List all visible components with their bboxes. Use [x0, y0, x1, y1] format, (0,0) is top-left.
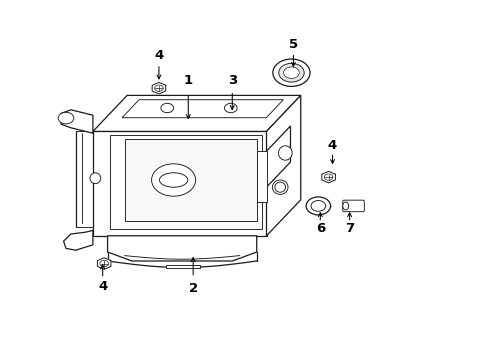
Text: 5: 5: [288, 39, 297, 51]
Text: 4: 4: [98, 280, 107, 293]
Circle shape: [151, 164, 195, 196]
Ellipse shape: [278, 146, 292, 160]
Polygon shape: [97, 258, 111, 269]
Polygon shape: [166, 265, 200, 268]
FancyBboxPatch shape: [342, 200, 364, 212]
Text: 4: 4: [154, 49, 163, 62]
Text: 6: 6: [315, 222, 324, 235]
Circle shape: [278, 63, 304, 82]
Text: 3: 3: [227, 75, 236, 87]
Circle shape: [272, 59, 309, 86]
Polygon shape: [61, 110, 93, 133]
Polygon shape: [63, 230, 93, 250]
Circle shape: [305, 197, 330, 215]
Polygon shape: [266, 95, 300, 236]
Circle shape: [283, 67, 299, 78]
Ellipse shape: [272, 180, 287, 194]
Text: 7: 7: [345, 222, 353, 235]
Ellipse shape: [342, 202, 348, 210]
Polygon shape: [124, 139, 256, 221]
Polygon shape: [321, 171, 335, 183]
Circle shape: [58, 112, 74, 124]
Polygon shape: [266, 126, 290, 187]
Polygon shape: [93, 131, 266, 236]
Polygon shape: [93, 95, 300, 131]
Text: 1: 1: [183, 75, 192, 87]
Polygon shape: [256, 151, 266, 202]
Ellipse shape: [90, 173, 101, 184]
Polygon shape: [107, 236, 256, 261]
Text: 4: 4: [327, 139, 336, 152]
Polygon shape: [152, 82, 165, 94]
Text: 2: 2: [188, 282, 197, 294]
